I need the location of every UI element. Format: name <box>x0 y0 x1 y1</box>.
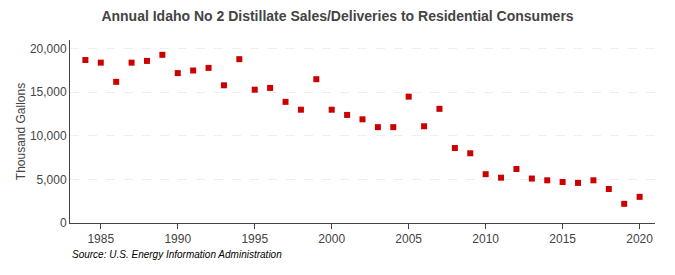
svg-text:1995: 1995 <box>241 232 268 246</box>
svg-text:15,000: 15,000 <box>30 85 67 99</box>
svg-text:Source: U.S. Energy Informatio: Source: U.S. Energy Information Administ… <box>72 249 282 260</box>
svg-text:2000: 2000 <box>318 232 345 246</box>
svg-text:Annual Idaho No 2 Distillate S: Annual Idaho No 2 Distillate Sales/Deliv… <box>101 8 573 24</box>
svg-text:10,000: 10,000 <box>30 129 67 143</box>
svg-text:2020: 2020 <box>626 232 653 246</box>
svg-text:Thousand Gallons: Thousand Gallons <box>14 83 28 180</box>
svg-text:2015: 2015 <box>549 232 576 246</box>
svg-text:5,000: 5,000 <box>37 173 67 187</box>
svg-text:0: 0 <box>60 216 67 230</box>
svg-text:1990: 1990 <box>164 232 191 246</box>
svg-text:20,000: 20,000 <box>30 42 67 56</box>
svg-text:2010: 2010 <box>472 232 499 246</box>
svg-text:1985: 1985 <box>87 232 114 246</box>
svg-text:2005: 2005 <box>395 232 422 246</box>
